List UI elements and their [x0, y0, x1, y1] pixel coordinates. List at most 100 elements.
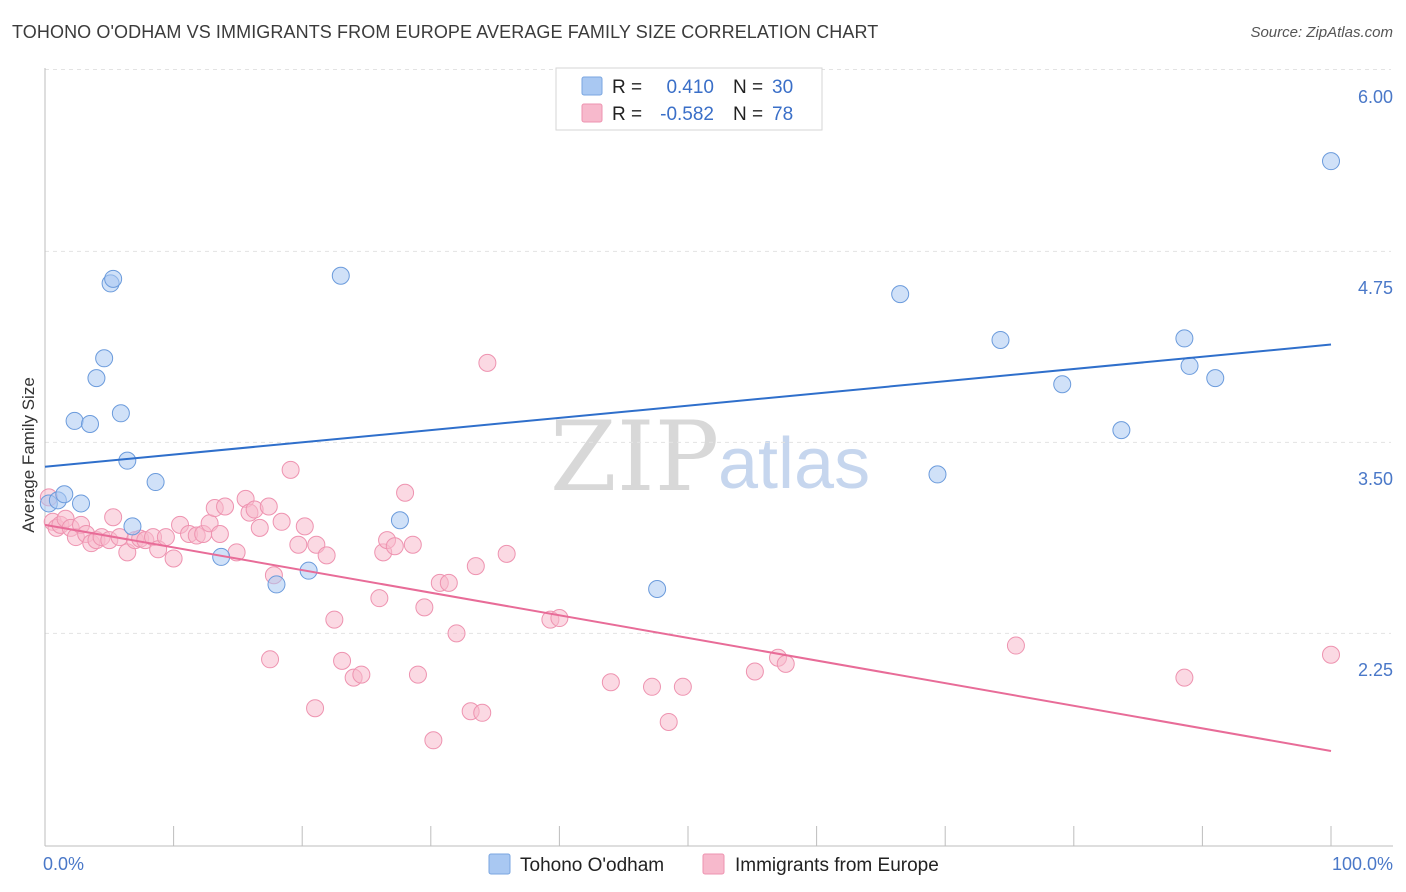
source-label: Source: ZipAtlas.com — [1250, 24, 1393, 41]
trend-line-europe — [44, 523, 1332, 752]
point-tohono — [331, 266, 350, 285]
bottom-legend-label-europe: Immigrants from Europe — [735, 855, 939, 876]
point-tohono — [95, 349, 114, 368]
point-europe — [550, 609, 569, 628]
point-europe — [306, 699, 325, 718]
bottom-legend-swatch-europe — [702, 853, 725, 875]
axes — [44, 68, 1393, 847]
point-europe — [210, 525, 229, 544]
point-tohono — [390, 511, 409, 530]
point-tohono — [267, 575, 286, 594]
y-tick-label: 4.75 — [1358, 278, 1393, 298]
legend-r-label-2: R = — [612, 104, 642, 125]
point-europe — [396, 483, 415, 502]
point-europe — [261, 650, 280, 669]
legend: R = 0.410 N = 30 R = -0.582 N = 78 — [555, 67, 823, 131]
y-tick-labels: 6.00 4.75 3.50 2.25 — [1358, 87, 1393, 680]
chart-title: TOHONO O'ODHAM VS IMMIGRANTS FROM EUROPE… — [12, 22, 879, 42]
point-europe — [497, 544, 516, 563]
point-tohono — [1053, 375, 1072, 394]
point-tohono — [1175, 329, 1194, 348]
point-europe — [259, 497, 278, 516]
point-europe — [352, 665, 371, 684]
point-europe — [370, 589, 389, 608]
legend-n-value-1: 30 — [772, 77, 793, 98]
point-europe — [1322, 645, 1340, 664]
x-tick-labels: 0.0% 100.0% — [43, 854, 1393, 874]
point-europe — [466, 557, 485, 576]
point-tohono — [648, 580, 667, 599]
point-europe — [385, 537, 404, 556]
data-points — [39, 152, 1340, 750]
point-europe — [216, 497, 235, 516]
point-tohono — [1322, 152, 1340, 171]
point-tohono — [118, 451, 137, 470]
y-tick-label: 2.25 — [1358, 660, 1393, 680]
point-europe — [776, 654, 795, 673]
point-tohono — [1206, 369, 1225, 388]
trend-line-tohono — [44, 343, 1332, 468]
bottom-legend-swatch-tohono — [488, 853, 511, 875]
gridlines — [45, 68, 1391, 634]
point-europe — [272, 512, 291, 531]
point-tohono — [104, 269, 123, 288]
bottom-legend-label-tohono: Tohono O'odham — [520, 855, 664, 876]
watermark-atlas: atlas — [718, 424, 870, 504]
point-europe — [415, 598, 434, 617]
legend-r-value-2: -0.582 — [660, 104, 714, 125]
point-tohono — [65, 411, 84, 430]
point-europe — [295, 517, 314, 536]
point-europe — [281, 460, 300, 479]
point-europe — [317, 546, 336, 565]
point-europe — [408, 665, 427, 684]
point-tohono — [55, 485, 74, 504]
point-tohono — [991, 330, 1010, 349]
legend-n-label-2: N = — [733, 104, 763, 125]
point-tohono — [891, 285, 910, 304]
point-tohono — [1112, 421, 1131, 440]
point-europe — [478, 353, 497, 372]
point-europe — [673, 677, 692, 696]
trend-lines — [44, 343, 1332, 752]
point-tohono — [123, 517, 142, 536]
point-tohono — [72, 494, 91, 513]
point-europe — [424, 731, 443, 750]
point-europe — [1175, 668, 1194, 687]
legend-r-value-1: 0.410 — [666, 77, 714, 98]
point-tohono — [81, 414, 100, 433]
point-europe — [156, 528, 175, 547]
point-europe — [659, 712, 678, 731]
point-tohono — [111, 404, 130, 423]
legend-n-label-1: N = — [733, 77, 763, 98]
legend-swatch-europe — [581, 103, 603, 123]
bottom-legend: Tohono O'odham Immigrants from Europe — [488, 853, 939, 876]
point-europe — [642, 677, 661, 696]
point-europe — [289, 535, 308, 554]
point-europe — [439, 573, 458, 592]
watermark-zip: ZIP — [550, 401, 719, 513]
point-tohono — [1180, 356, 1199, 375]
point-europe — [250, 518, 269, 537]
legend-n-value-2: 78 — [772, 104, 793, 125]
y-tick-label: 6.00 — [1358, 87, 1393, 107]
point-europe — [473, 703, 492, 722]
point-europe — [403, 535, 422, 554]
point-europe — [1006, 636, 1025, 655]
point-europe — [745, 662, 764, 681]
y-tick-label: 3.50 — [1358, 469, 1393, 489]
legend-r-label-1: R = — [612, 77, 642, 98]
point-europe — [601, 673, 620, 692]
point-europe — [104, 508, 123, 527]
x-tick-label-min: 0.0% — [43, 854, 84, 874]
point-tohono — [928, 465, 947, 484]
y-axis-label: Average Family Size — [19, 377, 38, 533]
point-europe — [325, 610, 344, 629]
point-europe — [333, 651, 352, 670]
x-tick-label-max: 100.0% — [1332, 854, 1393, 874]
watermark: ZIP atlas — [550, 401, 870, 513]
point-tohono — [146, 473, 165, 492]
point-europe — [164, 549, 183, 568]
legend-swatch-tohono — [581, 76, 603, 96]
point-europe — [447, 624, 466, 643]
